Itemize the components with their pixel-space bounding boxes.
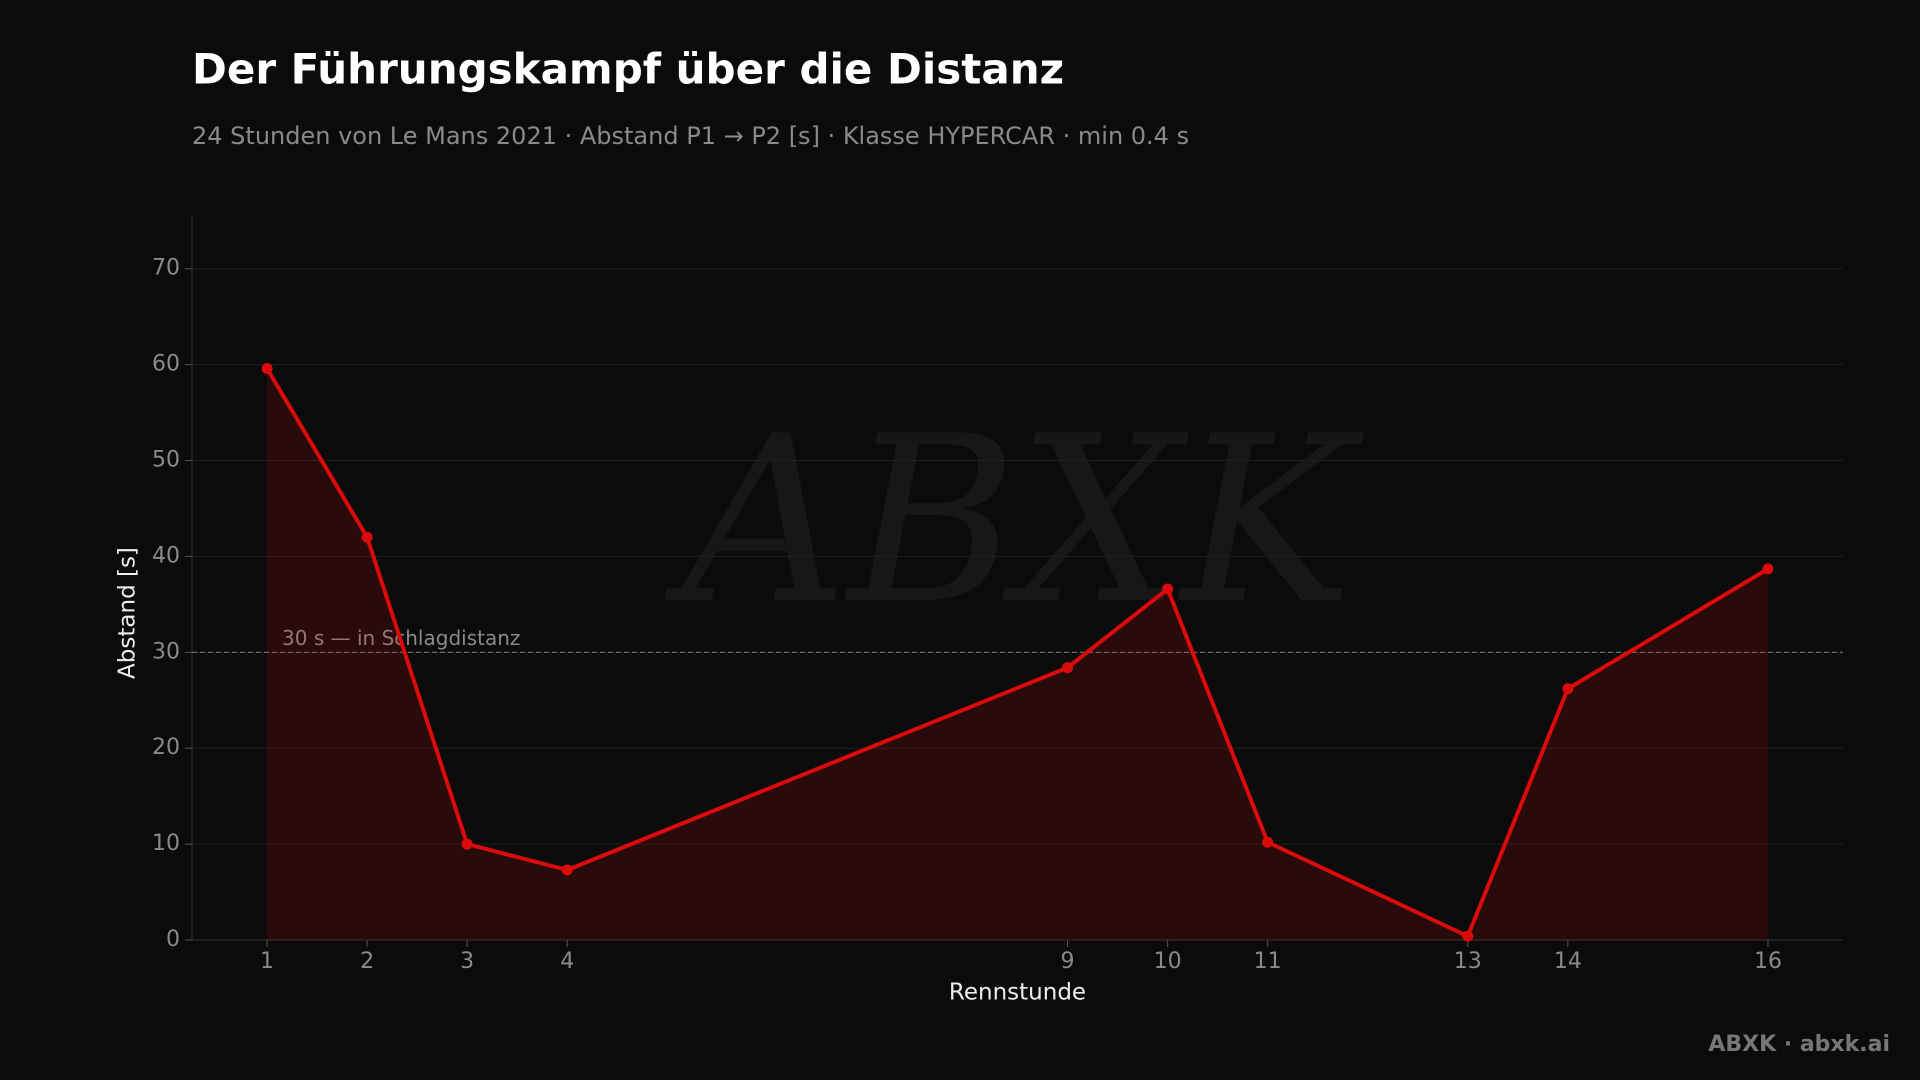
x-tick-label: 9: [1061, 949, 1075, 974]
x-tick-label: 13: [1454, 949, 1482, 974]
point: [461, 838, 473, 850]
y-tick-label: 10: [152, 831, 180, 856]
point: [1062, 662, 1074, 674]
x-axis-label: Rennstunde: [949, 980, 1086, 1006]
y-tick-label: 40: [152, 543, 180, 568]
area: [267, 368, 1768, 940]
x-tick-label: 10: [1154, 949, 1182, 974]
chart-title: Der Führungskampf über die Distanz: [192, 45, 1064, 94]
x-tick-label: 1: [260, 949, 274, 974]
point: [561, 864, 573, 876]
point: [261, 362, 273, 374]
point: [1462, 930, 1474, 942]
chart-subtitle: 24 Stunden von Le Mans 2021 · Abstand P1…: [192, 122, 1189, 150]
point: [1162, 583, 1174, 595]
y-axis-label: Abstand [s]: [115, 547, 141, 679]
x-tick-label: 4: [560, 949, 574, 974]
point: [1262, 836, 1274, 848]
y-tick-label: 70: [152, 256, 180, 281]
y-tick-label: 20: [152, 735, 180, 760]
x-tick-label: 14: [1554, 949, 1582, 974]
y-tick-label: 50: [152, 448, 180, 473]
x-tick-label: 16: [1754, 949, 1782, 974]
line: [265, 367, 1769, 939]
point: [361, 531, 373, 543]
y-tick-label: 60: [152, 352, 180, 377]
plot-area: ABXK 0 10 20 30 40 50 60 70 1 2 3 4 9 10 11 13 14 16 Rennst…: [115, 216, 1843, 1006]
footer: ABXK · abxk.ai: [1708, 1032, 1890, 1057]
point: [1562, 683, 1574, 695]
x-tick-label: 3: [460, 949, 474, 974]
watermark: ABXK: [664, 388, 1364, 655]
x-tick-label: 2: [360, 949, 374, 974]
y-tick-label: 0: [166, 927, 180, 952]
y-tick-label: 30: [152, 639, 180, 664]
point: [1762, 563, 1774, 575]
x-tick-label: 11: [1254, 949, 1282, 974]
